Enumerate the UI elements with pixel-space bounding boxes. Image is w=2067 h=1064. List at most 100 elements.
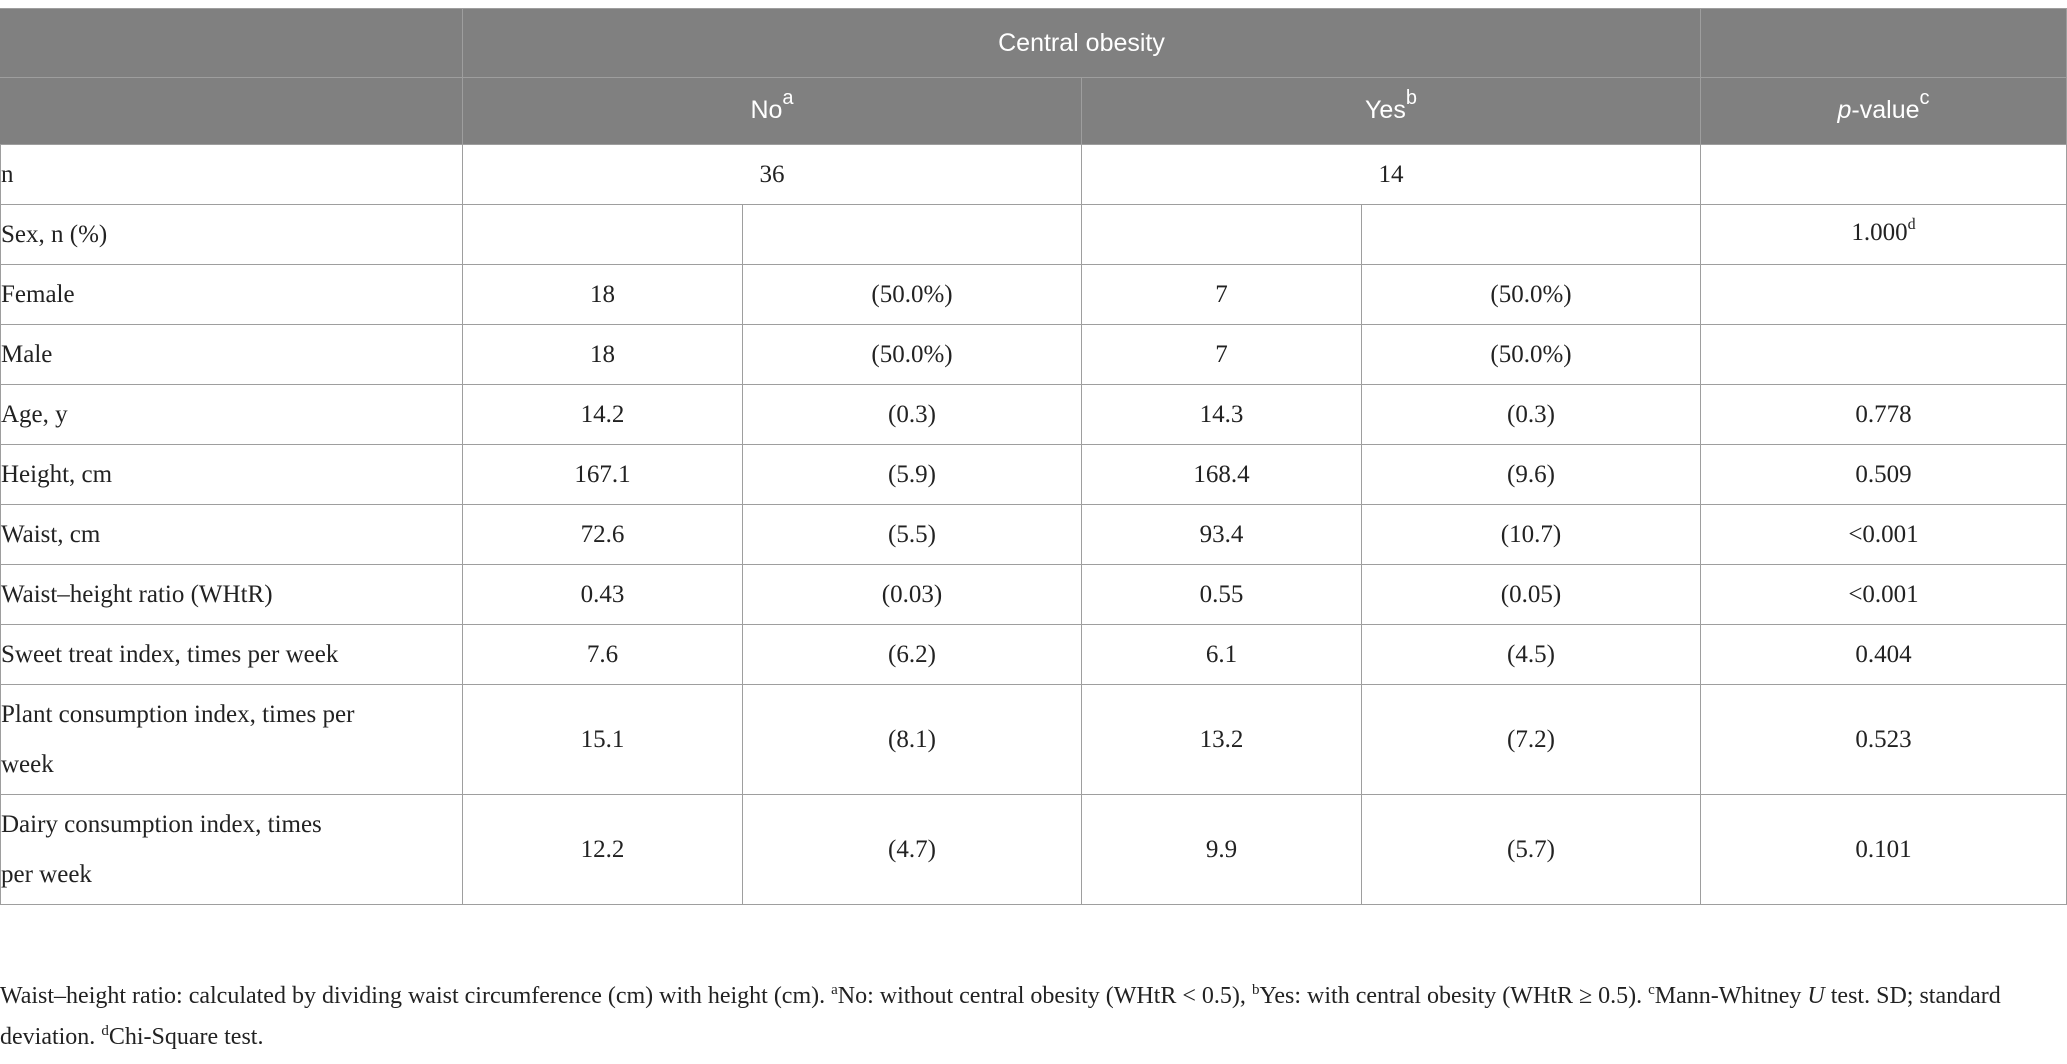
p-value: 0.778 — [1700, 384, 2067, 445]
no-mean: 15.1 — [462, 684, 743, 795]
no-mean: 18 — [462, 324, 743, 385]
row-label-line1: Plant consumption index, times per — [1, 700, 355, 728]
footnote-sup-c: c — [1648, 982, 1655, 998]
yes-mean: 7 — [1081, 324, 1362, 385]
table-row-n: n 36 14 — [0, 144, 2067, 205]
row-label-line2: week — [1, 750, 54, 778]
table-row: Male 18 (50.0%) 7 (50.0%) — [0, 324, 2067, 385]
row-label: Age, y — [0, 384, 463, 445]
results-table: Central obesity Noa Yesb p-valuec n 36 1… — [0, 8, 2067, 905]
sex-p-value: 1.000d — [1700, 204, 2067, 265]
n-yes-value: 14 — [1081, 144, 1701, 205]
yes-sd: (9.6) — [1361, 444, 1701, 505]
row-label: Plant consumption index, times per week — [0, 684, 463, 795]
no-mean: 14.2 — [462, 384, 743, 445]
table-row: Dairy consumption index, times per week 1… — [0, 794, 2067, 905]
no-mean: 18 — [462, 264, 743, 325]
sex-p-sup: d — [1907, 216, 1916, 233]
header-col-yes-label: Yes — [1365, 96, 1406, 124]
row-label-line1: Dairy consumption index, times — [1, 810, 322, 838]
yes-mean: 9.9 — [1081, 794, 1362, 905]
yes-sd: (4.5) — [1361, 624, 1701, 685]
sex-no-mean — [462, 204, 743, 265]
header-col-no: Noa — [462, 77, 1082, 145]
footnote-part4: Mann-Whitney — [1654, 983, 1808, 1009]
p-value: <0.001 — [1700, 564, 2067, 625]
no-sd: (5.5) — [742, 504, 1082, 565]
header-empty-cell — [1700, 8, 2067, 78]
n-p-value — [1700, 144, 2067, 205]
no-mean: 72.6 — [462, 504, 743, 565]
p-value — [1700, 324, 2067, 385]
no-mean: 12.2 — [462, 794, 743, 905]
no-sd: (5.9) — [742, 444, 1082, 505]
yes-sd: (5.7) — [1361, 794, 1701, 905]
header-col-yes-sup: b — [1405, 87, 1417, 109]
yes-mean: 93.4 — [1081, 504, 1362, 565]
row-label: Dairy consumption index, times per week — [0, 794, 463, 905]
row-label: n — [0, 144, 463, 205]
header-col-pvalue: p-valuec — [1700, 77, 2067, 145]
no-sd: (6.2) — [742, 624, 1082, 685]
row-label-line2: per week — [1, 860, 92, 888]
p-value: <0.001 — [1700, 504, 2067, 565]
sex-yes-mean — [1081, 204, 1362, 265]
table-footnote: Waist–height ratio: calculated by dividi… — [0, 977, 2060, 1059]
footnote-sup-b: b — [1251, 982, 1260, 998]
n-no-value: 36 — [462, 144, 1082, 205]
footnote-part3: Yes: with central obesity (WHtR ≥ 0.5). — [1259, 983, 1649, 1009]
row-label: Waist, cm — [0, 504, 463, 565]
p-value — [1700, 264, 2067, 325]
no-sd: (4.7) — [742, 794, 1082, 905]
header-central-obesity: Central obesity — [462, 8, 1701, 78]
yes-mean: 13.2 — [1081, 684, 1362, 795]
table-row: Waist–height ratio (WHtR) 0.43 (0.03) 0.… — [0, 564, 2067, 625]
footnote-part1: Waist–height ratio: calculated by dividi… — [0, 983, 832, 1009]
footnote-part2: No: without central obesity (WHtR < 0.5)… — [837, 983, 1252, 1009]
row-label: Waist–height ratio (WHtR) — [0, 564, 463, 625]
table-row: Age, y 14.2 (0.3) 14.3 (0.3) 0.778 — [0, 384, 2067, 445]
yes-mean: 6.1 — [1081, 624, 1362, 685]
yes-mean: 168.4 — [1081, 444, 1362, 505]
footnote-sup-d: d — [101, 1023, 109, 1039]
row-label: Female — [0, 264, 463, 325]
sex-yes-sd — [1361, 204, 1701, 265]
header-col-no-label: No — [750, 96, 783, 124]
header-corner-cell — [0, 8, 463, 78]
header-col-p-italic: p — [1837, 96, 1852, 124]
yes-sd: (0.05) — [1361, 564, 1701, 625]
header-col-yes: Yesb — [1081, 77, 1701, 145]
header-row-columns: Noa Yesb p-valuec — [0, 77, 2067, 145]
no-sd: (8.1) — [742, 684, 1082, 795]
footnote-part6: Chi-Square test. — [108, 1024, 264, 1050]
header-row-group: Central obesity — [0, 8, 2067, 78]
row-label: Sweet treat index, times per week — [0, 624, 463, 685]
yes-mean: 14.3 — [1081, 384, 1362, 445]
header-col-p-sup: c — [1919, 87, 1930, 109]
footnote-u-italic: U — [1807, 983, 1825, 1009]
table-row-sex: Sex, n (%) 1.000d — [0, 204, 2067, 265]
header-col-no-sup: a — [782, 87, 794, 109]
no-mean: 7.6 — [462, 624, 743, 685]
row-label: Height, cm — [0, 444, 463, 505]
no-sd: (0.03) — [742, 564, 1082, 625]
table-row: Height, cm 167.1 (5.9) 168.4 (9.6) 0.509 — [0, 444, 2067, 505]
yes-sd: (7.2) — [1361, 684, 1701, 795]
header-col-p-rest: -value — [1851, 96, 1920, 124]
table-row: Plant consumption index, times per week 1… — [0, 684, 2067, 795]
yes-sd: (50.0%) — [1361, 324, 1701, 385]
sex-no-sd — [742, 204, 1082, 265]
no-mean: 167.1 — [462, 444, 743, 505]
no-sd: (0.3) — [742, 384, 1082, 445]
header-corner-cell-2 — [0, 77, 463, 145]
row-label: Sex, n (%) — [0, 204, 463, 265]
table-row: Sweet treat index, times per week 7.6 (6… — [0, 624, 2067, 685]
no-sd: (50.0%) — [742, 324, 1082, 385]
footnote-part5: test. SD; standard deviation. — [0, 983, 2001, 1050]
p-value: 0.404 — [1700, 624, 2067, 685]
yes-mean: 0.55 — [1081, 564, 1362, 625]
no-sd: (50.0%) — [742, 264, 1082, 325]
table-row: Female 18 (50.0%) 7 (50.0%) — [0, 264, 2067, 325]
table-row: Waist, cm 72.6 (5.5) 93.4 (10.7) <0.001 — [0, 504, 2067, 565]
yes-sd: (10.7) — [1361, 504, 1701, 565]
